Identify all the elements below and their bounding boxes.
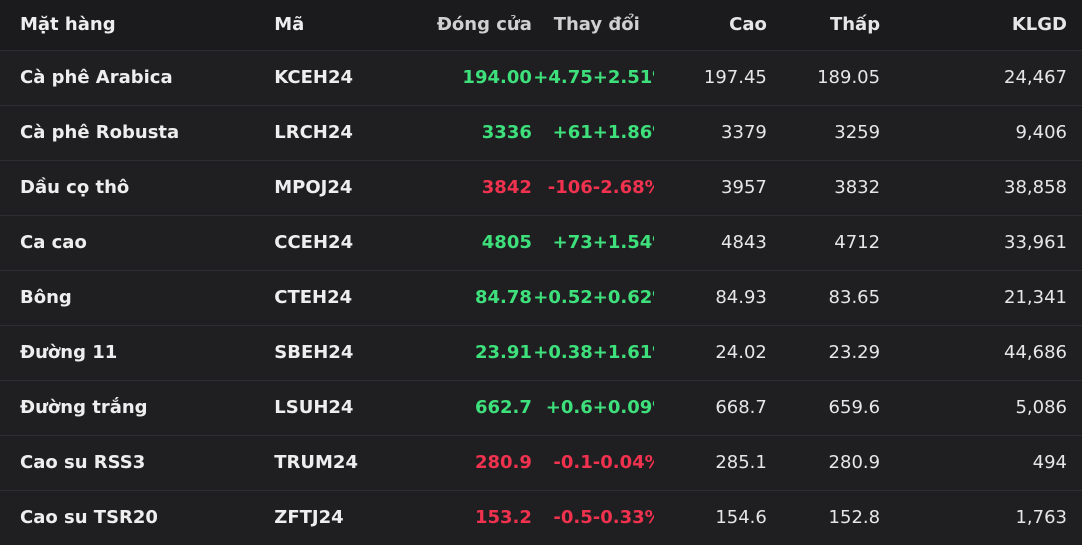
- close-price: 194.00: [462, 67, 532, 88]
- percent-change: +0.62%: [592, 287, 654, 308]
- table-row[interactable]: Dầu cọ thô MPOJ24 3842 -106-2.68% 3957 3832 38…: [0, 160, 1082, 215]
- low-price: 659.6: [828, 397, 881, 418]
- column-header-close[interactable]: Đóng cửa: [371, 0, 532, 51]
- high-price: 4843: [721, 232, 767, 253]
- trading-volume: 5,086: [1015, 397, 1067, 418]
- commodity-name: Bông: [20, 287, 72, 308]
- low-price: 152.8: [828, 507, 881, 529]
- commodity-name: Đường trắng: [20, 397, 148, 418]
- table-row[interactable]: Cà phê Robusta LRCH24 3336 +61+1.86% 3379 325…: [0, 105, 1082, 160]
- price-change: +0.38: [533, 342, 593, 363]
- percent-change: +1.61%: [592, 342, 654, 363]
- price-change: +0.52: [533, 287, 593, 308]
- low-price: 280.9: [828, 452, 881, 473]
- column-header-code[interactable]: Mã: [255, 0, 372, 51]
- commodity-name: Cà phê Arabica: [20, 67, 173, 88]
- commodity-code: ZFTJ24: [274, 507, 344, 529]
- high-price: 3957: [721, 177, 767, 198]
- close-price: 3842: [481, 177, 532, 198]
- price-change: +73: [552, 232, 593, 253]
- price-change: +4.75: [533, 67, 593, 88]
- table-header-row: Mặt hàng Mã Đóng cửa Thay đổi Cao Thấp K…: [0, 0, 1082, 51]
- trading-volume: 33,961: [1004, 232, 1067, 253]
- close-price: 280.9: [474, 452, 532, 473]
- low-price: 3259: [834, 122, 881, 143]
- low-price: 83.65: [828, 287, 881, 308]
- commodity-name: Cao su TSR20: [20, 507, 158, 529]
- close-price: 3336: [481, 122, 532, 143]
- price-change: -106: [547, 177, 593, 198]
- trading-volume: 24,467: [1004, 67, 1067, 88]
- table-row[interactable]: Bông CTEH24 84.78+0.52+0.62% 84.93 83.65 21,3…: [0, 270, 1082, 325]
- trading-volume: 21,341: [1004, 287, 1067, 308]
- high-price: 84.93: [715, 287, 767, 308]
- trading-volume: 44,686: [1004, 342, 1067, 363]
- trading-volume: 494: [1032, 452, 1067, 473]
- close-price: 153.2: [474, 507, 532, 529]
- trading-volume: 9,406: [1015, 122, 1067, 143]
- commodity-name: Cao su RSS3: [20, 452, 146, 473]
- commodity-code: CTEH24: [274, 287, 353, 308]
- commodity-code: SBEH24: [274, 342, 354, 363]
- close-price: 4805: [481, 232, 532, 253]
- table-row[interactable]: Cao su TSR20 ZFTJ24 153.2 -0.5-0.33% 154.6 15…: [0, 490, 1082, 545]
- table-row[interactable]: Cao su RSS3 TRUM24 280.9 -0.1-0.04% 285.1 280…: [0, 435, 1082, 490]
- high-price: 197.45: [703, 67, 767, 88]
- price-change: -0.1: [553, 452, 593, 473]
- low-price: 23.29: [828, 342, 881, 363]
- low-price: 4712: [834, 232, 881, 253]
- price-change: +0.6: [545, 397, 593, 418]
- commodity-name: Đường 11: [20, 342, 118, 363]
- commodity-code: LRCH24: [274, 122, 353, 143]
- percent-change: -0.04%: [592, 452, 654, 473]
- high-price: 154.6: [715, 507, 767, 529]
- close-price: 662.7: [474, 397, 532, 418]
- percent-change: +1.54%: [592, 232, 654, 253]
- high-price: 668.7: [715, 397, 767, 418]
- table-row[interactable]: Ca cao CCEH24 4805 +73+1.54% 4843 4712 33,961: [0, 215, 1082, 270]
- trading-volume: 1,763: [1015, 507, 1067, 529]
- column-header-change[interactable]: Thay đổi: [531, 0, 654, 51]
- low-price: 189.05: [817, 67, 881, 88]
- column-header-high[interactable]: Cao: [653, 0, 767, 51]
- high-price: 285.1: [715, 452, 767, 473]
- percent-change: +1.86%: [592, 122, 654, 143]
- commodity-code: LSUH24: [274, 397, 354, 418]
- column-header-name[interactable]: Mặt hàng: [0, 0, 256, 51]
- percent-change: -0.33%: [592, 507, 654, 529]
- commodity-code: CCEH24: [274, 232, 354, 253]
- commodity-code: KCEH24: [274, 67, 354, 88]
- trading-volume: 38,858: [1004, 177, 1067, 198]
- price-change: +61: [552, 122, 593, 143]
- high-price: 3379: [721, 122, 767, 143]
- commodity-code: MPOJ24: [274, 177, 353, 198]
- price-change: -0.5: [553, 507, 593, 529]
- commodity-code: TRUM24: [274, 452, 358, 473]
- percent-change: +0.09%: [592, 397, 654, 418]
- high-price: 24.02: [715, 342, 767, 363]
- percent-change: -2.68%: [592, 177, 654, 198]
- commodity-name: Cà phê Robusta: [20, 122, 180, 143]
- table-row[interactable]: Đường 11 SBEH24 23.91+0.38+1.61% 24.02 23.29…: [0, 325, 1082, 380]
- table-row[interactable]: Đường trắng LSUH24 662.7 +0.6+0.09% 668.7 659…: [0, 380, 1082, 435]
- close-price: 23.91: [474, 342, 532, 363]
- low-price: 3832: [834, 177, 881, 198]
- column-header-volume[interactable]: KLGD: [880, 0, 1082, 51]
- percent-change: +2.51%: [592, 67, 654, 88]
- commodity-name: Ca cao: [20, 232, 87, 253]
- commodity-name: Dầu cọ thô: [20, 177, 130, 198]
- close-price: 84.78: [474, 287, 532, 308]
- table-row[interactable]: Cà phê Arabica KCEH24 194.00+4.75+2.51% 197…: [0, 50, 1082, 105]
- table-body: Cà phê Arabica KCEH24 194.00+4.75+2.51% 197…: [0, 50, 1082, 545]
- column-header-low[interactable]: Thấp: [766, 0, 881, 51]
